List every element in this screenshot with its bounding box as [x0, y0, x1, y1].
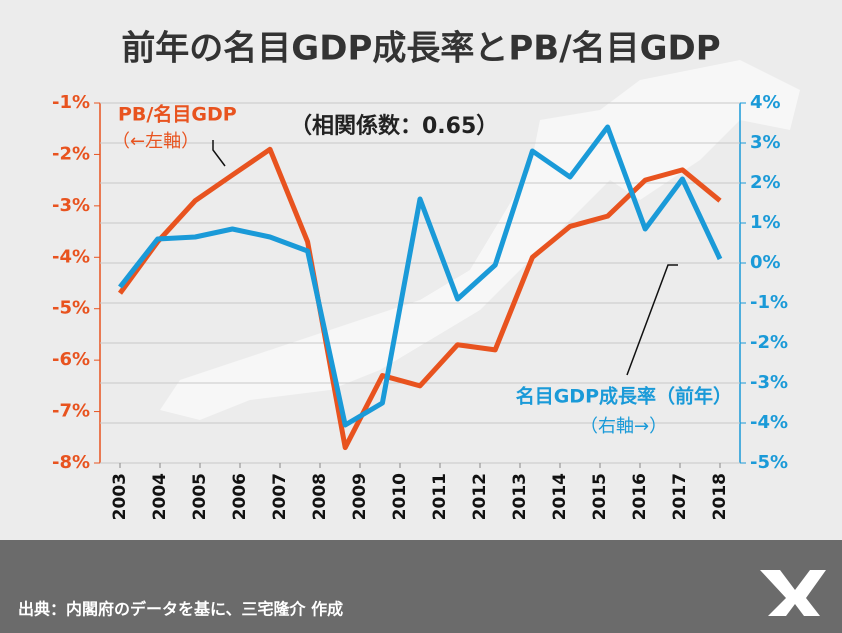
- series-label: PB/名目GDP: [118, 103, 237, 126]
- y2-tick-label: 0%: [750, 252, 781, 273]
- y2-tick-label: -4%: [750, 412, 788, 433]
- series-line: [118, 124, 723, 428]
- x-tick-label: 2014: [550, 473, 570, 520]
- x-tick-label: 2015: [590, 473, 610, 520]
- annotation: （右軸→）: [580, 416, 667, 437]
- y2-tick-label: -1%: [750, 292, 788, 313]
- y2-tick-label: -3%: [750, 372, 788, 393]
- x-tick-label: 2016: [630, 473, 650, 520]
- y-tick-label: -8%: [52, 452, 90, 473]
- y2-tick-label: 2%: [750, 172, 781, 193]
- x-tick-label: 2005: [190, 473, 210, 520]
- x-tick-label: 2009: [350, 473, 370, 520]
- y2-tick-label: 4%: [750, 92, 781, 113]
- x-tick-label: 2006: [230, 473, 250, 520]
- y-tick-label: -7%: [52, 401, 90, 422]
- x-tick-label: 2007: [270, 473, 290, 520]
- pointer: [212, 140, 226, 167]
- x-tick-label: 2010: [390, 473, 410, 520]
- x-tick-label: 2004: [150, 473, 170, 520]
- y2-tick-label: -2%: [750, 332, 788, 353]
- footer: [0, 540, 842, 633]
- y-tick-label: -6%: [52, 349, 90, 370]
- x-tick-label: 2013: [510, 473, 530, 520]
- logo: [760, 570, 826, 616]
- annotation: （相関係数：0.65）: [290, 113, 498, 139]
- y-tick-label: -1%: [52, 92, 90, 113]
- y-tick-label: -3%: [52, 195, 90, 216]
- x-tick-label: 2008: [310, 473, 330, 520]
- series-label: 名目GDP成長率（前年）: [516, 385, 732, 408]
- y2-tick-label: 1%: [750, 212, 781, 233]
- map-shape: [160, 60, 800, 420]
- y2-tick-label: -5%: [750, 452, 788, 473]
- y2-tick-label: 3%: [750, 132, 781, 153]
- y-tick-label: -4%: [52, 246, 90, 267]
- y-tick-label: -5%: [52, 298, 90, 319]
- source: 出典：内閣府のデータを基に、三宅隆介 作成: [18, 600, 343, 619]
- x-tick-label: 2003: [110, 473, 130, 520]
- x-tick-label: 2018: [710, 473, 730, 520]
- y-tick-label: -2%: [52, 143, 90, 164]
- series-line: [117, 146, 722, 451]
- pointer: [626, 264, 678, 376]
- chart-title: 前年の名目GDP成長率とPB/名目GDP: [121, 29, 720, 69]
- x-tick-label: 2017: [670, 473, 690, 520]
- x-tick-label: 2012: [470, 473, 490, 520]
- x-tick-label: 2011: [430, 473, 450, 520]
- annotation: （←左軸）: [112, 131, 199, 152]
